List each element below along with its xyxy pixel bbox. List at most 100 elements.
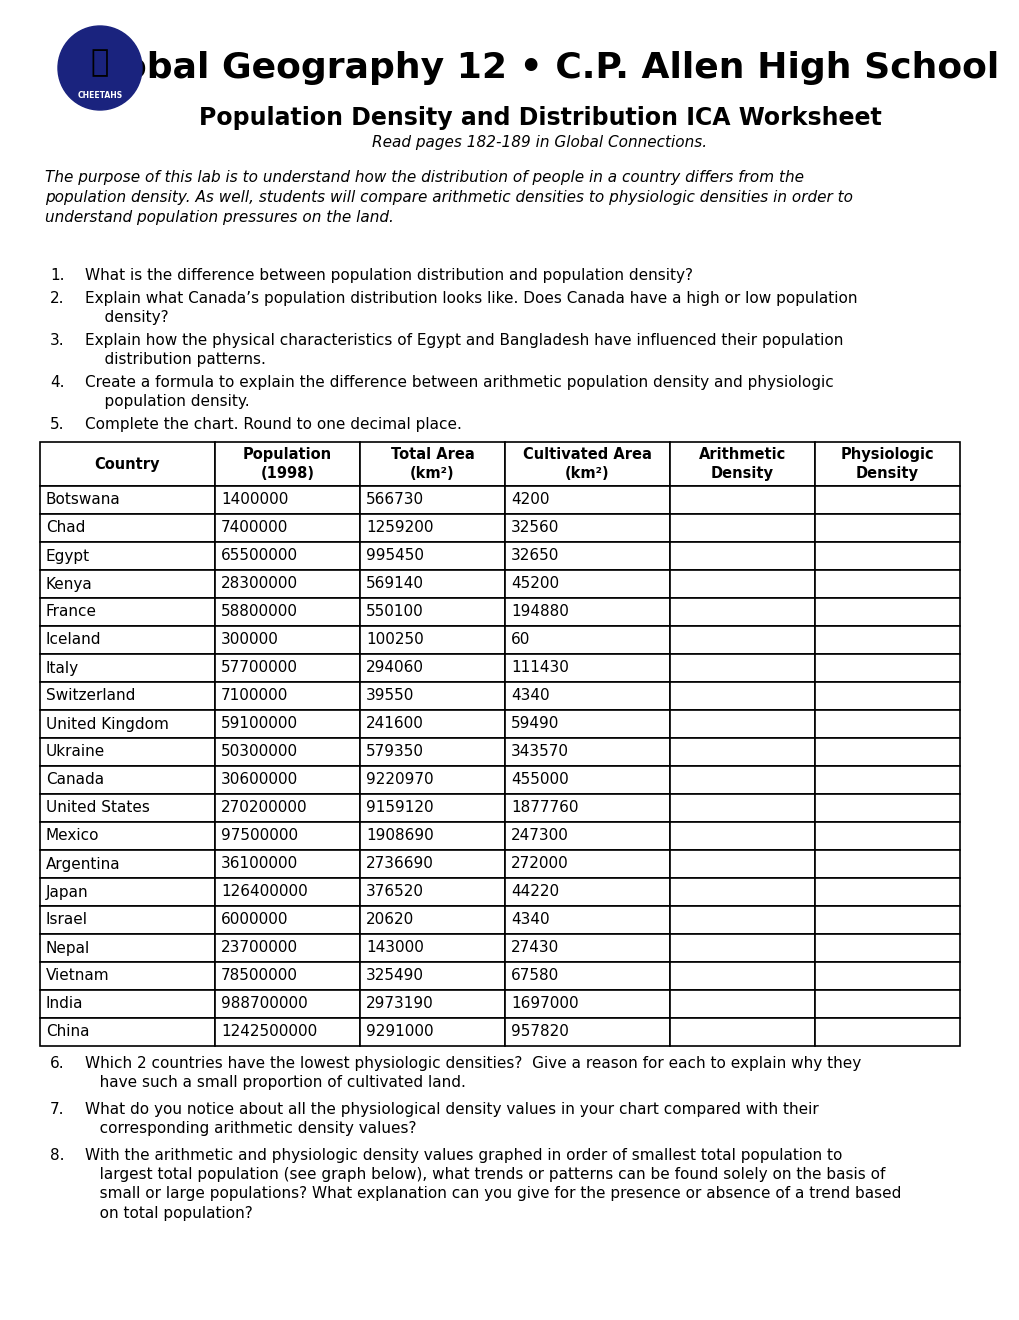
Text: China: China — [46, 1024, 90, 1040]
Bar — [669, 822, 814, 850]
Text: Population Density and Distribution ICA Worksheet: Population Density and Distribution ICA … — [199, 106, 880, 129]
Text: Cultivated Area
(km²): Cultivated Area (km²) — [523, 447, 651, 480]
Text: 1877760: 1877760 — [511, 800, 578, 816]
Bar — [504, 906, 669, 935]
Text: 550100: 550100 — [366, 605, 423, 619]
Bar — [814, 626, 959, 653]
Bar — [215, 626, 360, 653]
Bar — [215, 738, 360, 766]
Bar — [814, 513, 959, 543]
Bar — [814, 822, 959, 850]
Text: 2.: 2. — [50, 290, 64, 306]
Bar — [669, 738, 814, 766]
Bar — [669, 513, 814, 543]
Bar — [215, 598, 360, 626]
Bar — [504, 682, 669, 710]
Text: Population
(1998): Population (1998) — [243, 447, 332, 480]
Bar — [215, 653, 360, 682]
Text: 111430: 111430 — [511, 660, 569, 676]
Bar — [40, 1018, 215, 1045]
Text: Read pages 182-189 in Global Connections.: Read pages 182-189 in Global Connections… — [372, 135, 707, 149]
Text: 100250: 100250 — [366, 632, 423, 648]
Bar — [360, 710, 504, 738]
Text: 579350: 579350 — [366, 744, 424, 759]
Text: 1259200: 1259200 — [366, 520, 433, 536]
Bar — [40, 486, 215, 513]
Bar — [814, 570, 959, 598]
Bar — [360, 850, 504, 878]
Bar — [360, 598, 504, 626]
Text: 28300000: 28300000 — [221, 577, 298, 591]
Bar — [40, 710, 215, 738]
Bar — [40, 653, 215, 682]
Bar — [814, 598, 959, 626]
Text: 6.: 6. — [50, 1056, 64, 1071]
Text: France: France — [46, 605, 97, 619]
Bar — [40, 543, 215, 570]
Bar — [215, 682, 360, 710]
Text: 376520: 376520 — [366, 884, 424, 899]
Text: Kenya: Kenya — [46, 577, 93, 591]
Bar — [360, 1018, 504, 1045]
Text: 995450: 995450 — [366, 549, 424, 564]
Bar — [215, 486, 360, 513]
Text: 8.: 8. — [50, 1148, 64, 1163]
Text: 300000: 300000 — [221, 632, 278, 648]
Text: Total Area
(km²): Total Area (km²) — [390, 447, 474, 480]
Text: 1400000: 1400000 — [221, 492, 288, 507]
Text: 272000: 272000 — [511, 857, 569, 871]
Text: United States: United States — [46, 800, 150, 816]
Bar — [40, 738, 215, 766]
Text: The purpose of this lab is to understand how the distribution of people in a cou: The purpose of this lab is to understand… — [45, 170, 852, 224]
Bar — [504, 850, 669, 878]
Text: 58800000: 58800000 — [221, 605, 298, 619]
Text: 59490: 59490 — [511, 717, 558, 731]
Text: 57700000: 57700000 — [221, 660, 298, 676]
Text: 4200: 4200 — [511, 492, 549, 507]
Text: 569140: 569140 — [366, 577, 424, 591]
Bar — [504, 570, 669, 598]
Text: Ukraine: Ukraine — [46, 744, 105, 759]
Bar — [669, 598, 814, 626]
Circle shape — [58, 26, 142, 110]
Bar — [360, 822, 504, 850]
Bar — [215, 850, 360, 878]
Bar — [504, 653, 669, 682]
Text: Physiologic
Density: Physiologic Density — [840, 447, 933, 480]
Text: Iceland: Iceland — [46, 632, 102, 648]
Bar — [40, 766, 215, 795]
Bar — [504, 738, 669, 766]
Text: CHEETAHS: CHEETAHS — [77, 91, 122, 100]
Text: 1908690: 1908690 — [366, 829, 433, 843]
Text: Argentina: Argentina — [46, 857, 120, 871]
Text: 1697000: 1697000 — [511, 997, 578, 1011]
Bar — [669, 962, 814, 990]
Bar — [669, 795, 814, 822]
Text: Complete the chart. Round to one decimal place.: Complete the chart. Round to one decimal… — [85, 417, 462, 432]
Text: Botswana: Botswana — [46, 492, 120, 507]
Bar — [360, 570, 504, 598]
Text: 50300000: 50300000 — [221, 744, 298, 759]
Bar — [215, 906, 360, 935]
Bar — [360, 795, 504, 822]
Bar — [669, 442, 814, 486]
Text: 325490: 325490 — [366, 969, 424, 983]
Text: Canada: Canada — [46, 772, 104, 788]
Text: Switzerland: Switzerland — [46, 689, 136, 704]
Bar — [215, 822, 360, 850]
Text: 988700000: 988700000 — [221, 997, 308, 1011]
Text: 1242500000: 1242500000 — [221, 1024, 317, 1040]
Text: Egypt: Egypt — [46, 549, 90, 564]
Bar — [669, 990, 814, 1018]
Bar — [669, 653, 814, 682]
Bar — [814, 878, 959, 906]
Text: 957820: 957820 — [511, 1024, 569, 1040]
Bar — [814, 906, 959, 935]
Bar — [504, 598, 669, 626]
Text: 2736690: 2736690 — [366, 857, 433, 871]
Bar — [504, 795, 669, 822]
Text: Global Geography 12 • C.P. Allen High School: Global Geography 12 • C.P. Allen High Sc… — [81, 51, 999, 84]
Bar — [814, 850, 959, 878]
Text: 32560: 32560 — [511, 520, 558, 536]
Bar — [504, 710, 669, 738]
